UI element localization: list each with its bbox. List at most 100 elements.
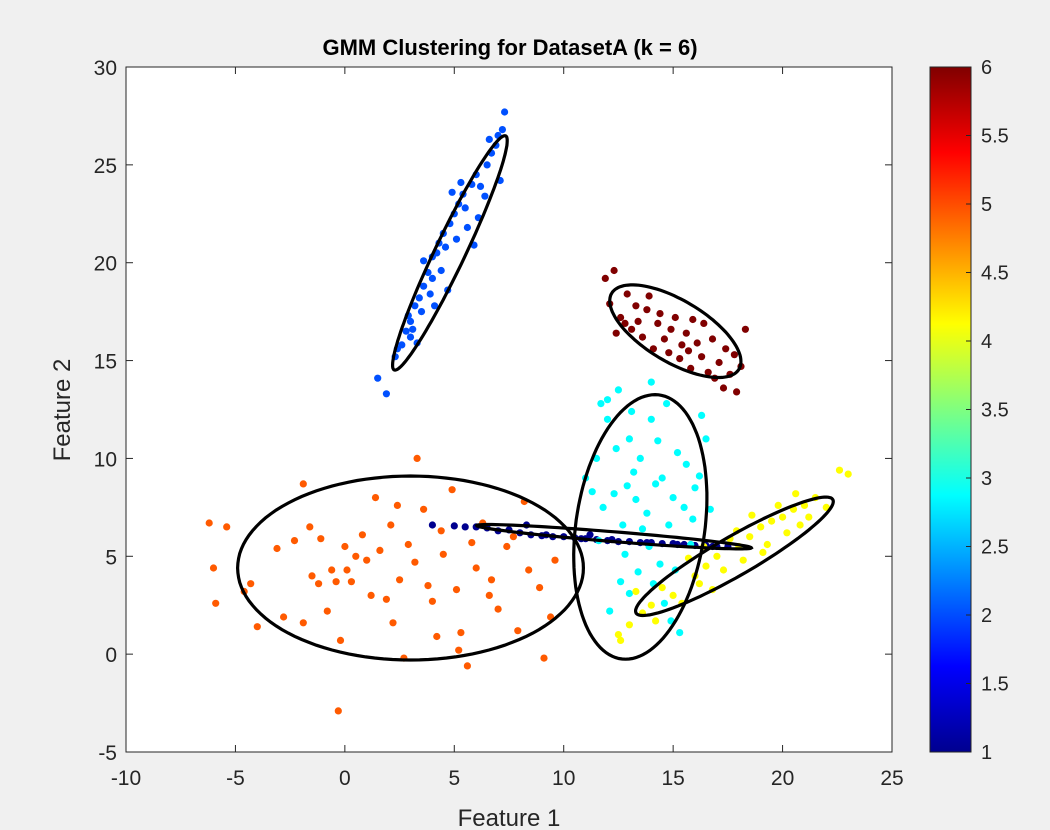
data-point: [719, 566, 728, 574]
data-point: [498, 126, 506, 134]
data-point: [280, 613, 288, 621]
data-point: [396, 576, 404, 584]
y-tick-label: 15: [94, 351, 117, 374]
data-point: [411, 302, 419, 310]
colorbar-tick-label: 5: [981, 194, 992, 216]
data-point: [601, 274, 609, 282]
cluster-4-ellipse: [634, 495, 835, 618]
data-point: [702, 435, 710, 443]
data-point: [606, 607, 614, 615]
data-point: [665, 349, 673, 357]
colorbar-tick-label: 4: [981, 331, 992, 353]
data-point: [455, 646, 463, 654]
data-point: [461, 204, 469, 212]
data-point: [647, 378, 655, 386]
data-point: [603, 415, 612, 423]
data-point: [290, 537, 299, 545]
data-point: [625, 621, 634, 629]
data-point: [420, 282, 428, 290]
data-point: [487, 576, 496, 584]
data-point: [358, 531, 366, 539]
cluster-5-ellipse: [235, 474, 586, 662]
data-point: [494, 605, 502, 613]
data-point: [336, 636, 345, 645]
data-point: [638, 525, 647, 533]
data-point: [757, 523, 765, 531]
colorbar-tick-label: 1.5: [981, 674, 1009, 696]
data-point: [450, 522, 458, 530]
data-point: [665, 521, 673, 529]
data-point: [431, 302, 439, 310]
x-tick-label: 5: [448, 767, 460, 790]
data-point: [741, 325, 750, 333]
data-point: [428, 274, 436, 282]
data-point: [774, 501, 782, 509]
data-point: [719, 384, 728, 392]
data-point: [315, 580, 323, 588]
x-tick-label: -10: [111, 767, 141, 790]
data-point: [689, 515, 697, 523]
data-point: [457, 178, 465, 187]
data-point: [739, 556, 747, 564]
x-tick-label: -5: [226, 767, 245, 790]
x-tick-label: 20: [771, 767, 794, 790]
data-point: [779, 513, 787, 521]
colorbar-tick-label: 4.5: [981, 263, 1009, 285]
data-point: [376, 546, 384, 555]
data-point: [317, 535, 325, 543]
data-point: [347, 578, 355, 586]
data-point: [669, 494, 677, 502]
data-point: [371, 494, 380, 502]
data-point: [630, 468, 638, 476]
data-point: [586, 531, 594, 539]
colorbar-tick-label: 6: [981, 57, 992, 79]
data-point: [420, 505, 428, 513]
y-tick-label: 25: [94, 155, 117, 178]
data-point: [680, 503, 688, 511]
data-point: [306, 523, 314, 531]
data-point: [209, 564, 218, 572]
colorbar-gradient: [929, 66, 972, 753]
data-point: [645, 292, 653, 300]
data-point: [514, 627, 522, 635]
data-point: [652, 480, 660, 488]
data-point: [796, 521, 804, 529]
data-point: [805, 513, 813, 521]
data-point: [698, 411, 706, 419]
data-point: [619, 521, 627, 529]
data-point: [393, 501, 401, 509]
y-tick-label: -5: [98, 742, 117, 765]
colorbar-ticks: 1 1.5 2 2.5 3 3.5 4 4.5 5 5.5 6: [966, 57, 1009, 764]
cluster-2-ellipse: [391, 134, 509, 372]
data-point: [428, 521, 436, 529]
data-point: [588, 488, 596, 496]
cluster-6-ellipse: [608, 283, 743, 380]
data-point: [695, 472, 704, 480]
data-point: [610, 490, 618, 498]
data-point: [628, 325, 636, 333]
colorbar-tick-label: 1: [981, 742, 992, 764]
data-point: [273, 544, 281, 553]
colorbar: 1 1.5 2 2.5 3 3.5 4 4.5 5 5.5 6: [929, 57, 1009, 764]
data-point: [671, 313, 679, 322]
data-point: [332, 578, 340, 586]
data-point: [437, 266, 445, 275]
data-point: [468, 539, 476, 547]
data-point: [374, 374, 382, 382]
data-point: [649, 345, 658, 353]
data-point: [437, 527, 445, 535]
data-point: [614, 386, 623, 394]
data-point: [684, 347, 693, 355]
colorbar-tick-label: 3.5: [981, 400, 1009, 422]
x-tick-label: 15: [661, 767, 684, 790]
data-point: [402, 327, 410, 335]
data-point: [617, 636, 625, 645]
data-point: [708, 335, 717, 343]
data-point: [481, 192, 489, 200]
x-tick-label: 10: [552, 767, 575, 790]
data-point: [212, 599, 220, 607]
data-point: [406, 333, 415, 341]
data-point: [415, 294, 423, 302]
data-point: [656, 310, 664, 318]
data-point: [389, 619, 397, 627]
